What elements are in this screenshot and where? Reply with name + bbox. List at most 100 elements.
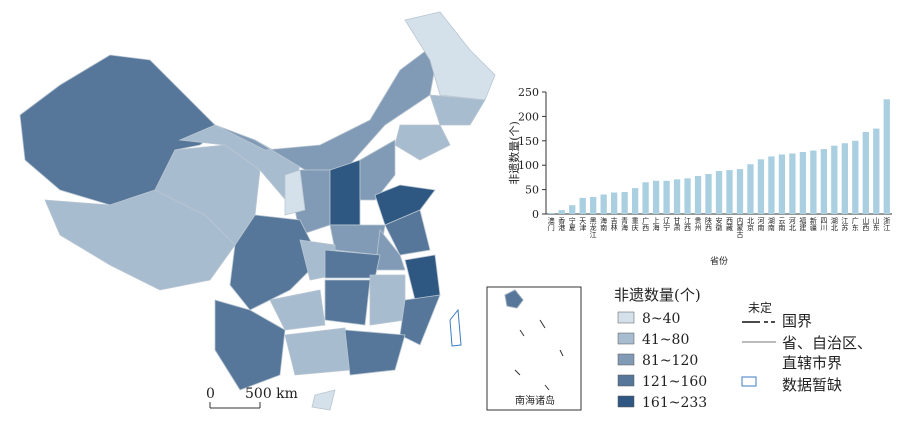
- legend-label: 161~233: [642, 395, 707, 411]
- bar: [631, 188, 639, 214]
- bar: [736, 169, 744, 214]
- missing-swatch: [741, 376, 757, 387]
- y-tick-label: 50: [525, 184, 539, 197]
- bar: [883, 99, 890, 214]
- x-tick-label: 辽宁: [663, 217, 671, 231]
- legend-title: 非遗数量(个): [614, 286, 701, 304]
- province: [284, 327, 351, 376]
- legend-label: 41~80: [642, 332, 689, 348]
- legend-swatch: [617, 311, 635, 324]
- x-tick-label: 河南: [757, 217, 765, 231]
- province: [369, 274, 406, 326]
- bar: [569, 205, 576, 214]
- provincial-label: 省、自治区、: [782, 334, 872, 352]
- bar: [873, 128, 880, 214]
- provincial-label: 直辖市界: [782, 354, 842, 372]
- bar: [548, 213, 555, 214]
- province: [329, 159, 361, 226]
- province: [399, 294, 441, 346]
- y-axis-label: 非遗数量(个): [507, 121, 521, 185]
- x-axis-label: 省份: [710, 255, 728, 267]
- x-tick-label: 上海: [652, 216, 660, 232]
- national-label: 国界: [782, 312, 812, 330]
- inset-coast: [504, 289, 524, 309]
- province: [374, 184, 436, 226]
- bar: [673, 179, 681, 214]
- province-missing: [449, 308, 462, 347]
- province: [311, 389, 336, 411]
- y-tick-label: 150: [518, 135, 539, 148]
- province: [229, 214, 321, 311]
- x-tick-label: 四川: [820, 217, 828, 231]
- x-tick-label: 香港: [558, 216, 566, 232]
- bar: [852, 140, 859, 214]
- bar: [652, 180, 660, 214]
- bar: [799, 152, 807, 214]
- inset-label: 南海诸岛: [515, 394, 555, 407]
- y-tick-label: 200: [518, 110, 539, 123]
- inset-dashes: [514, 319, 564, 391]
- bar: [768, 156, 775, 214]
- map: [19, 11, 496, 411]
- province: [324, 249, 381, 279]
- legend-label: 8~40: [642, 311, 680, 327]
- x-tick-label: 宁夏: [568, 216, 576, 231]
- bar: [789, 153, 796, 214]
- bar: [715, 171, 723, 214]
- province: [344, 329, 406, 376]
- bar: [747, 164, 754, 214]
- x-tick-label: 河北: [788, 217, 796, 232]
- x-tick-label: 湖南: [767, 216, 775, 231]
- bar: [831, 145, 838, 214]
- bar: [778, 154, 786, 214]
- bar: [558, 210, 565, 214]
- x-tick-label: 北京: [746, 217, 754, 232]
- bar: [621, 192, 628, 214]
- undetermined-label: 未定: [748, 300, 772, 315]
- bar: [810, 150, 817, 214]
- x-tick-label: 贵州: [694, 216, 702, 231]
- x-tick-label: 广东: [851, 216, 859, 231]
- bar: [600, 194, 607, 214]
- bar: [642, 182, 649, 214]
- legend-swatch: [617, 395, 635, 408]
- x-tick-label: 湖北: [830, 216, 838, 232]
- bar: [694, 175, 702, 214]
- province: [384, 209, 431, 256]
- missing-label: 数据暂缺: [782, 376, 842, 394]
- legend-swatch: [617, 332, 635, 345]
- x-tick-label: 安徽: [715, 216, 723, 232]
- inset-frame: [486, 286, 582, 411]
- scale-distance: 500 km: [245, 386, 298, 402]
- x-tick-label: 陕西: [705, 216, 713, 232]
- province: [154, 144, 261, 246]
- x-tick-label: 云南: [778, 217, 786, 231]
- x-tick-label: 内蒙古: [736, 216, 744, 239]
- scale-zero: 0: [206, 386, 215, 402]
- x-tick-label: 山西: [862, 216, 870, 232]
- x-tick-label: 重庆: [631, 217, 639, 232]
- bar: [757, 159, 765, 214]
- legend-label: 121~160: [642, 374, 707, 390]
- province: [269, 289, 326, 331]
- x-tick-label: 海南: [600, 216, 608, 231]
- bar: [841, 143, 848, 214]
- x-tick-label: 福建: [799, 216, 807, 232]
- province: [329, 224, 386, 256]
- x-tick-label: 吉林: [610, 217, 618, 232]
- y-tick-label: 0: [532, 208, 539, 221]
- bar: [705, 173, 712, 214]
- bar: [579, 197, 586, 214]
- province: [404, 11, 496, 101]
- province: [214, 299, 286, 391]
- x-tick-label: 浙江: [883, 216, 891, 232]
- x-tick-label: 广西: [642, 216, 650, 232]
- x-tick-label: 黑龙江: [589, 217, 597, 239]
- y-tick-label: 250: [518, 86, 539, 99]
- province: [429, 94, 486, 126]
- province: [404, 254, 441, 301]
- bar: [820, 149, 827, 214]
- province: [324, 279, 371, 326]
- legend-swatch: [617, 353, 635, 366]
